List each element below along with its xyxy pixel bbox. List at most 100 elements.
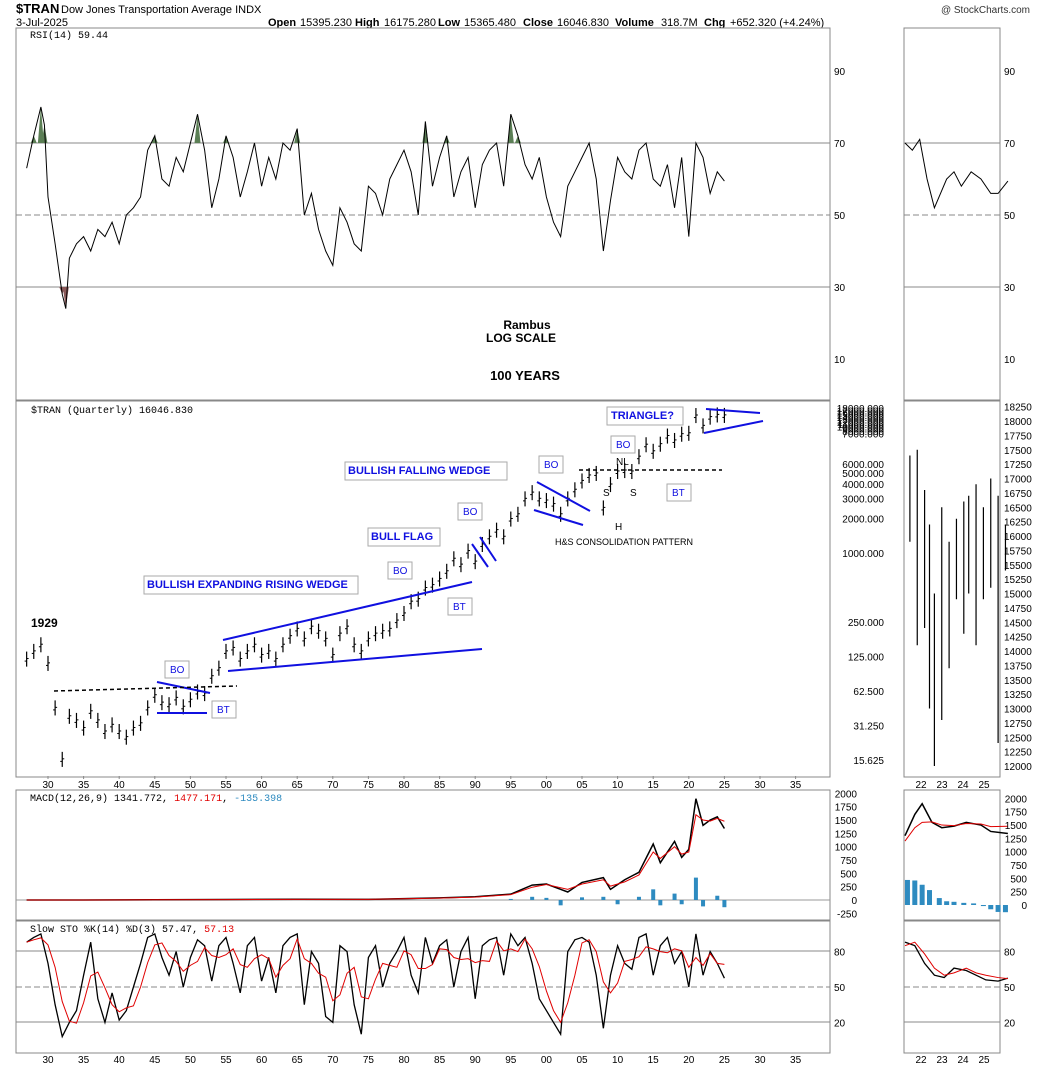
bo-box-4 <box>538 455 564 474</box>
rsi-zoom-ytick-label: 50 <box>1004 211 1016 222</box>
macd-zoom-line <box>904 802 1008 837</box>
rsi-ytick-label: 50 <box>834 211 846 222</box>
macd-signal-value: 1477.171 <box>174 794 222 805</box>
macd-histogram-bar <box>508 898 513 900</box>
price-xtick-label: 35 <box>790 780 802 791</box>
expanding-wedge-box <box>143 575 359 595</box>
price-xtick-label: 75 <box>363 780 375 791</box>
falling-wedge-box <box>344 461 508 481</box>
price-xtick-label: 15 <box>648 780 660 791</box>
price-ytick-label: 8000.000 <box>842 427 884 438</box>
expanding-wedge-label: BULLISH EXPANDING RISING WEDGE <box>147 579 348 591</box>
falling-wedge-upper <box>536 481 591 512</box>
flag-upper <box>471 543 489 568</box>
rsi-ytick-label: 30 <box>834 283 846 294</box>
price-ytick-label: 17000.000 <box>837 406 885 417</box>
price-ytick-label: 2000.000 <box>842 515 884 526</box>
price-zoom-ytick-label: 17250 <box>1004 460 1032 471</box>
price-zoom-ytick-label: 15500 <box>1004 561 1032 572</box>
price-zoom-ytick-label: 13500 <box>1004 676 1032 687</box>
bull-flag-box <box>367 527 441 547</box>
zoom-sto-xtick-label: 25 <box>978 1055 990 1066</box>
rsi-series-layer <box>26 106 725 309</box>
price-xtick-label: 05 <box>576 780 588 791</box>
price-xtick-label: 80 <box>398 780 410 791</box>
price-bars-layer <box>24 407 727 767</box>
zoom-xtick-label: 23 <box>936 780 948 791</box>
sto-xtick-label: 10 <box>612 1055 624 1066</box>
falling-wedge-lower <box>533 509 584 526</box>
zoom-xtick-label: 22 <box>915 780 927 791</box>
expanding-wedge-upper <box>222 581 473 641</box>
price-zoom-ytick-label: 16750 <box>1004 489 1032 500</box>
bo-box-3 <box>457 502 483 521</box>
price-zoom-ytick-label: 17500 <box>1004 446 1032 457</box>
macd-panel-frame <box>15 789 831 921</box>
price-zoom-ytick-label: 13750 <box>1004 661 1032 672</box>
price-ytick-label: 31.250 <box>853 722 884 733</box>
note-100-years: 100 YEARS <box>490 368 560 383</box>
macd-histogram-bar <box>693 877 698 900</box>
macd-zoom-histogram-bar <box>927 890 932 905</box>
macd-histogram-bar <box>544 897 549 900</box>
chg-label: Chg <box>704 17 725 29</box>
price-xtick-label: 40 <box>114 780 126 791</box>
macd-ytick-label: -250 <box>837 909 857 920</box>
price-xtick-label: 85 <box>434 780 446 791</box>
sto-xtick-label: 85 <box>434 1055 446 1066</box>
macd-zoom-histogram-bar <box>944 901 950 905</box>
price-ytick-label: 9000.000 <box>842 425 884 436</box>
chg-value: +652.320 (+4.24%) <box>730 17 824 29</box>
macd-ytick-label: 1750 <box>835 803 858 814</box>
price-zoom-ytick-label: 17000 <box>1004 475 1032 486</box>
open-label: Open <box>268 17 296 29</box>
macd-ytick-label: 1500 <box>835 816 858 827</box>
zoom-sto-xtick-label: 24 <box>957 1055 969 1066</box>
note-rambus: Rambus <box>503 318 551 332</box>
macd-zoom-histogram-bar <box>904 879 910 905</box>
price-xtick-label: 30 <box>42 780 54 791</box>
price-xtick-label: 20 <box>683 780 695 791</box>
sto-xtick-label: 25 <box>719 1055 731 1066</box>
macd-histogram-bar <box>672 893 677 900</box>
bo-label-3: BO <box>463 507 478 518</box>
price-zoom-ytick-label: 15750 <box>1004 546 1032 557</box>
price-ytick-label: 3000.000 <box>842 494 884 505</box>
macd-histogram-bar <box>615 900 620 905</box>
macd-ytick-label: 250 <box>840 883 857 894</box>
price-xtick-label: 35 <box>78 780 90 791</box>
price-zoom-ytick-label: 15000 <box>1004 590 1032 601</box>
price-ytick-label: 7000.000 <box>842 429 884 440</box>
price-ytick-label: 125.000 <box>848 653 885 664</box>
price-zoom-ytick-label: 18250 <box>1004 403 1032 414</box>
sto-xtick-label: 15 <box>648 1055 660 1066</box>
price-zoom-ytick-label: 14500 <box>1004 618 1032 629</box>
sto-zoom-ytick-label: 80 <box>1004 948 1016 959</box>
rsi-zoom-line <box>904 138 1009 210</box>
sto-d-line <box>26 937 725 1024</box>
sto-zoom-ytick-label: 50 <box>1004 983 1016 994</box>
sto-series-layer <box>26 932 725 1039</box>
macd-ytick-label: 750 <box>840 856 857 867</box>
low-label: Low <box>438 17 460 29</box>
rsi-zoom-ytick-label: 70 <box>1004 139 1016 150</box>
zoom-sto-xtick-label: 23 <box>936 1055 948 1066</box>
macd-zoom-histogram-bar <box>971 903 977 905</box>
sto-xtick-label: 55 <box>220 1055 232 1066</box>
bo-box-2 <box>387 561 413 580</box>
price-xtick-label: 55 <box>220 780 232 791</box>
price-xtick-label: 70 <box>327 780 339 791</box>
macd-zoom-histogram-bar <box>936 898 942 905</box>
expanding-wedge-lower <box>227 648 483 672</box>
price-ytick-label: 1000.000 <box>842 549 884 560</box>
chart-date: 3-Jul-2025 <box>16 17 68 29</box>
sto-zoom-ytick-label: 20 <box>1004 1018 1016 1029</box>
macd-ytick-label: 0 <box>851 896 857 907</box>
macd-zoom-histogram-bar <box>919 884 925 905</box>
bt-box-3 <box>666 483 692 502</box>
price-xtick-label: 60 <box>256 780 268 791</box>
price-zoom-ytick-label: 16500 <box>1004 503 1032 514</box>
price-ytick-label: 14000.000 <box>837 413 885 424</box>
sto-xtick-label: 70 <box>327 1055 339 1066</box>
